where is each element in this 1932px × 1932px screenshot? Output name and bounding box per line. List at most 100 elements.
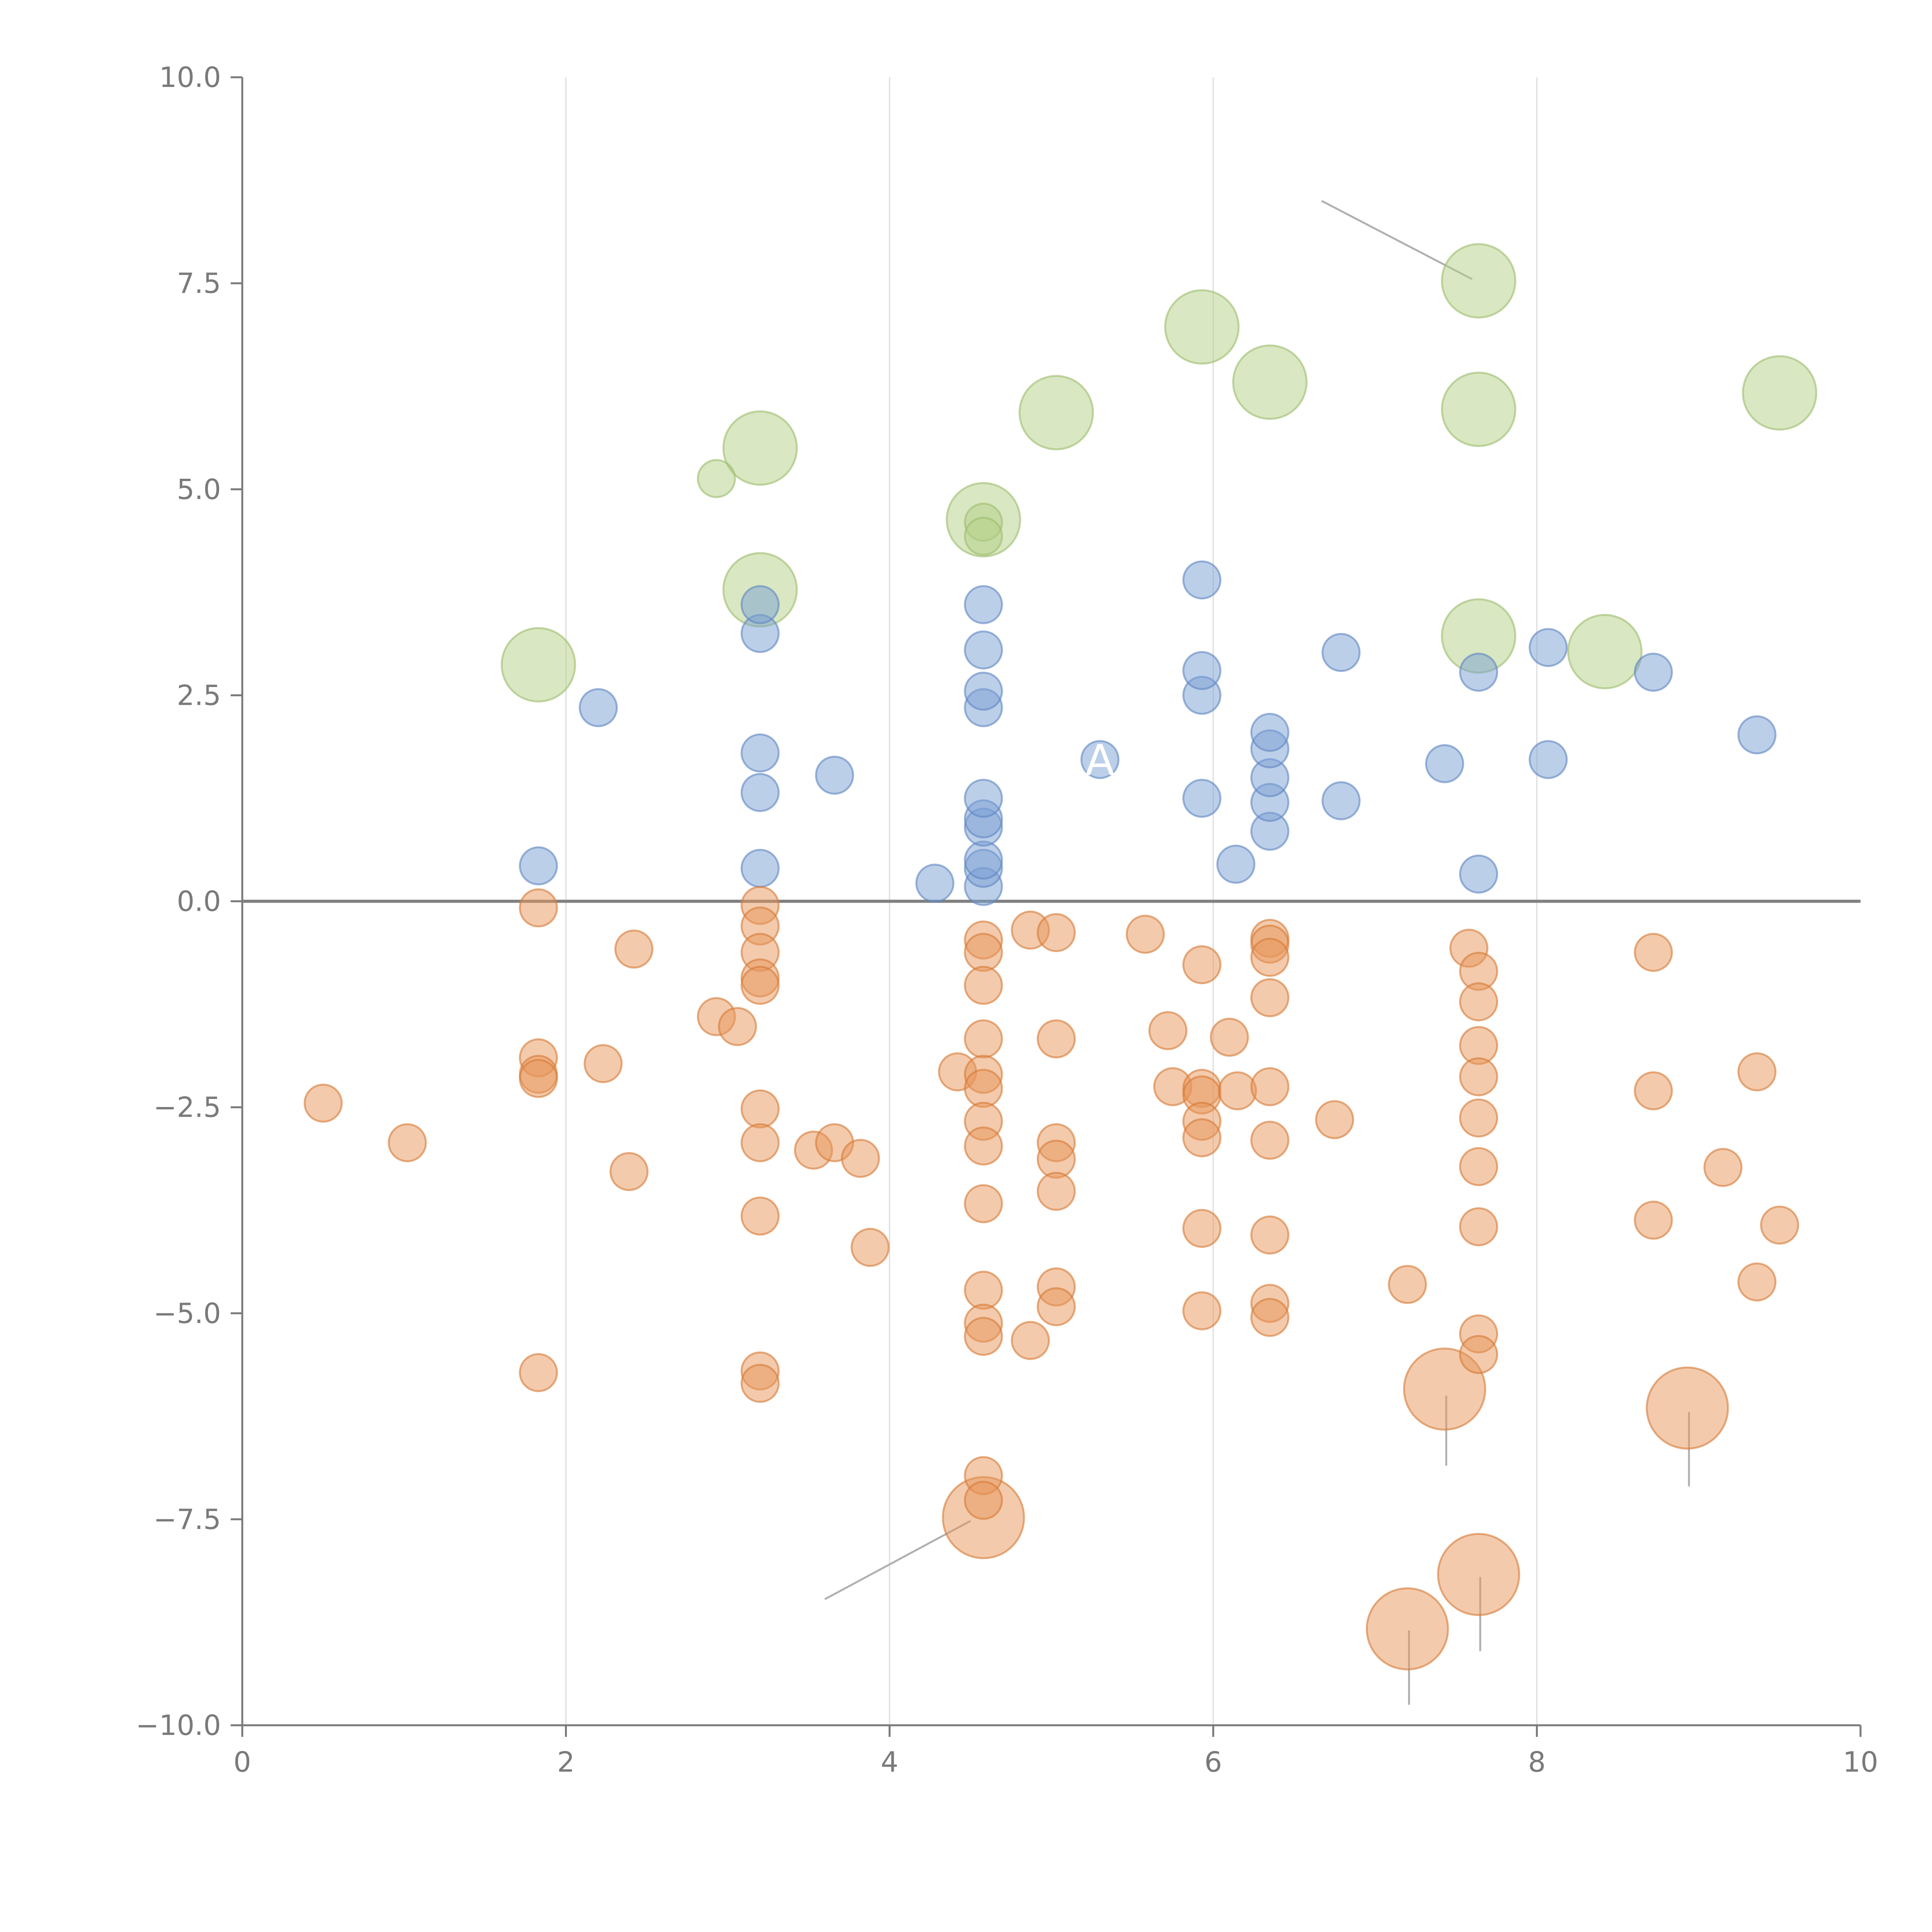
point-orange — [718, 1007, 757, 1046]
y-tick-label: −5.0 — [153, 1297, 221, 1330]
point-blue — [1321, 633, 1361, 672]
point-blue — [964, 840, 1003, 880]
point-blue — [740, 773, 780, 812]
point-orange — [1315, 1100, 1354, 1139]
x-tick-label: 2 — [557, 1746, 575, 1778]
point-orange — [740, 1364, 780, 1403]
bubble-large-green — [1019, 375, 1094, 451]
point-blue — [1182, 779, 1221, 818]
point-orange — [1388, 1265, 1427, 1304]
point-orange — [614, 929, 653, 969]
point-blue — [964, 779, 1003, 818]
point-blue — [964, 585, 1003, 624]
point-orange — [1459, 1147, 1498, 1186]
point-orange — [519, 1353, 558, 1392]
y-tick-label: −7.5 — [153, 1503, 221, 1536]
point-orange — [388, 1123, 427, 1162]
point-blue — [1529, 628, 1568, 667]
y-tick-label: 5.0 — [177, 473, 221, 505]
point-orange — [841, 1139, 880, 1178]
point-orange — [1037, 1019, 1076, 1059]
y-tick-label: 2.5 — [177, 679, 221, 711]
point-blue — [1425, 744, 1464, 783]
point-orange — [964, 966, 1003, 1005]
point-orange — [964, 1316, 1003, 1356]
point-orange — [1182, 1209, 1221, 1248]
point-orange — [1037, 1172, 1076, 1211]
bubble-large-green — [500, 627, 576, 702]
point-orange — [519, 888, 558, 928]
data-points — [303, 243, 1818, 1670]
x-tick-label: 8 — [1528, 1746, 1546, 1778]
point-orange — [1250, 1215, 1289, 1255]
point-orange — [1703, 1148, 1743, 1187]
x-tick-label: 6 — [1204, 1746, 1222, 1778]
point-blue — [1080, 740, 1120, 779]
point-blue — [1459, 854, 1498, 894]
point-orange — [1634, 1071, 1673, 1111]
point-blue — [815, 755, 854, 795]
annotation-labels: A — [1085, 736, 1114, 785]
annotation-label: A — [1085, 736, 1114, 785]
point-orange — [850, 1228, 890, 1267]
point-green — [964, 517, 1003, 556]
point-orange — [609, 1152, 649, 1191]
point-orange — [964, 1126, 1003, 1166]
point-orange — [1250, 978, 1289, 1017]
point-orange — [1037, 1287, 1076, 1327]
point-blue — [1182, 651, 1221, 690]
point-blue — [964, 630, 1003, 670]
bubble-large-green — [1742, 355, 1818, 431]
point-orange — [1126, 915, 1165, 954]
point-orange — [740, 1123, 780, 1162]
point-orange — [1182, 945, 1221, 985]
point-blue — [1737, 715, 1777, 755]
point-orange — [740, 1089, 780, 1129]
point-orange — [1459, 1335, 1498, 1374]
point-orange — [964, 1481, 1003, 1520]
point-blue — [519, 846, 558, 886]
point-orange — [964, 1184, 1003, 1223]
axes: −10.0 −7.5 −5.0 −2.5 0.0 2.5 5.0 7.5 10.0 0 2 4 6 8 10 — [136, 61, 1878, 1778]
point-blue — [1182, 560, 1221, 600]
bubble-large-orange — [1646, 1366, 1729, 1450]
point-orange — [583, 1044, 623, 1083]
bubble-large-orange — [1403, 1347, 1486, 1431]
point-orange — [1011, 1321, 1050, 1360]
bubble-large-orange — [1366, 1587, 1449, 1670]
point-blue — [740, 585, 780, 624]
point-orange — [1218, 1071, 1257, 1111]
y-tick-label: −2.5 — [153, 1091, 221, 1124]
bubble-large-green — [1567, 614, 1643, 689]
point-orange — [1459, 1098, 1498, 1138]
point-orange — [1182, 1118, 1221, 1158]
point-blue — [1459, 653, 1498, 692]
point-orange — [1634, 933, 1673, 972]
x-tick-label: 10 — [1843, 1746, 1878, 1778]
x-tick-label: 4 — [881, 1746, 898, 1778]
point-orange — [740, 1196, 780, 1236]
point-orange — [1634, 1201, 1673, 1240]
point-blue — [1250, 713, 1289, 752]
point-blue — [740, 849, 780, 888]
point-orange — [1250, 1298, 1289, 1337]
point-orange — [1148, 1011, 1188, 1050]
point-orange — [1760, 1206, 1799, 1245]
point-orange — [1459, 1057, 1498, 1097]
bubble-large-green — [1232, 344, 1308, 420]
point-blue — [1634, 653, 1673, 692]
y-tick-label: 10.0 — [159, 61, 221, 94]
bubble-large-green — [722, 410, 798, 486]
y-tick-label: −10.0 — [136, 1709, 221, 1742]
point-blue — [1529, 740, 1568, 779]
point-orange — [1737, 1052, 1777, 1092]
point-orange — [1182, 1291, 1221, 1330]
bubble-large-orange — [1437, 1533, 1520, 1616]
y-tick-label: 7.5 — [177, 267, 221, 299]
point-orange — [964, 1069, 1003, 1108]
point-orange — [303, 1083, 343, 1123]
point-blue — [1216, 845, 1255, 884]
point-green — [697, 459, 736, 498]
point-blue — [964, 672, 1003, 711]
point-blue — [1321, 781, 1361, 820]
